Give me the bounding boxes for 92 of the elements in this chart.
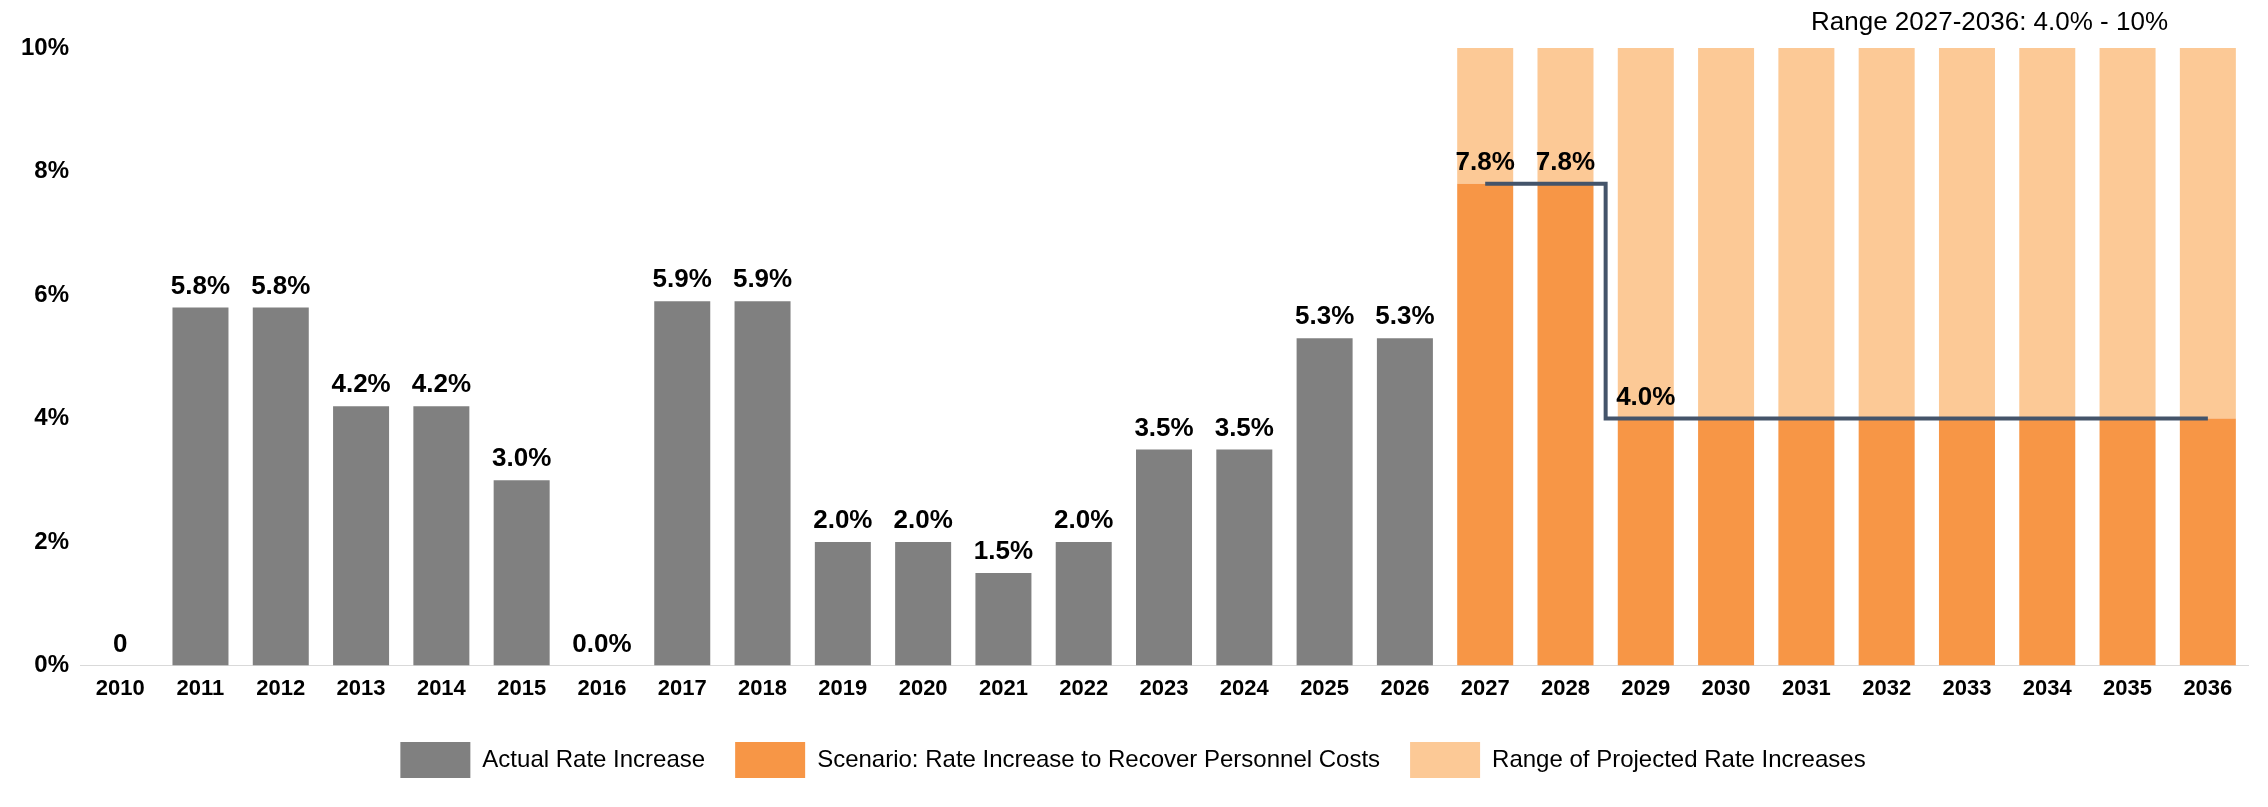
bar	[2179, 418, 2236, 666]
data-label: 5.9%	[732, 263, 793, 294]
bar	[333, 406, 390, 666]
x-tick-label: 2010	[95, 674, 145, 700]
x-tick-label: 2035	[2103, 674, 2153, 700]
x-tick-label: 2014	[416, 674, 467, 700]
x-tick-label: 2028	[1541, 674, 1590, 700]
x-tick-label: 2015	[497, 674, 547, 700]
x-tick-label: 2022	[1059, 674, 1109, 700]
bar	[413, 406, 470, 666]
bar	[1617, 418, 1674, 666]
x-tick-label: 2026	[1380, 674, 1430, 700]
x-tick-label: 2027	[1460, 674, 1510, 700]
bar	[1778, 48, 1835, 419]
legend-label: Scenario: Rate Increase to Recover Personnel Costs	[817, 744, 1381, 772]
bar	[2019, 418, 2076, 666]
x-tick-label: 2024	[1219, 674, 1270, 700]
x-tick-label: 2013	[336, 674, 386, 700]
data-label: 7.8%	[1455, 146, 1515, 177]
data-label: 7.8%	[1535, 146, 1596, 177]
bar	[1938, 418, 1995, 666]
y-tick-label: 4%	[34, 403, 70, 431]
bar	[1216, 449, 1273, 666]
bar	[493, 480, 550, 666]
data-label: 5.3%	[1375, 300, 1435, 331]
data-label: 5.8%	[170, 269, 231, 300]
bar	[2179, 48, 2236, 419]
x-tick-label: 2018	[738, 674, 788, 700]
data-label: 0.0%	[572, 627, 632, 658]
bar	[2099, 48, 2156, 419]
bar	[734, 301, 791, 666]
x-tick-label: 2030	[1701, 674, 1751, 700]
bar	[1858, 48, 1915, 419]
x-tick-label: 2017	[657, 674, 707, 700]
x-tick-label: 2033	[1942, 674, 1992, 700]
bar	[654, 301, 711, 666]
x-tick-label: 2029	[1621, 674, 1671, 700]
y-tick-label: 0%	[34, 650, 70, 678]
data-label: 3.5%	[1214, 411, 1274, 442]
bar	[172, 307, 229, 666]
data-label: 2.0%	[813, 504, 873, 535]
bar	[1055, 542, 1112, 666]
bar	[1537, 48, 1594, 184]
x-tick-label: 2034	[2022, 674, 2073, 700]
x-tick-label: 2012	[256, 674, 306, 700]
data-label: 3.5%	[1134, 411, 1194, 442]
bar	[1778, 418, 1835, 666]
x-tick-label: 2036	[2183, 674, 2233, 700]
bar	[1698, 418, 1755, 666]
y-tick-label: 10%	[20, 32, 70, 60]
bar	[1457, 48, 1514, 184]
data-label: 1.5%	[973, 535, 1034, 566]
y-tick-label: 6%	[34, 279, 70, 307]
data-label: 3.0%	[492, 442, 552, 473]
bar	[1296, 338, 1353, 666]
bar	[975, 572, 1032, 666]
data-label: 4.0%	[1616, 380, 1676, 411]
y-tick-label: 8%	[34, 156, 70, 184]
data-label: 2.0%	[1054, 504, 1114, 535]
data-label: 5.8%	[251, 269, 311, 300]
bar	[1938, 48, 1995, 419]
data-label: 5.9%	[652, 263, 712, 294]
bar	[1617, 48, 1674, 419]
data-label: 0	[112, 627, 128, 658]
bar	[1858, 418, 1915, 666]
x-tick-label: 2025	[1300, 674, 1350, 700]
bar	[1537, 183, 1594, 666]
bar	[1136, 449, 1193, 666]
data-label: 4.2%	[411, 368, 471, 399]
x-tick-label: 2011	[176, 674, 225, 700]
x-tick-label: 2016	[577, 674, 627, 700]
bar	[1376, 338, 1433, 666]
x-tick-label: 2023	[1139, 674, 1189, 700]
x-tick-label: 2032	[1862, 674, 1912, 700]
bar	[895, 542, 952, 666]
bar	[814, 542, 871, 666]
bar	[2099, 418, 2156, 666]
bar	[2019, 48, 2076, 419]
x-tick-label: 2019	[818, 674, 868, 700]
x-tick-label: 2020	[898, 674, 948, 700]
x-tick-label: 2021	[978, 674, 1028, 700]
bar	[1457, 183, 1514, 666]
text: Range 2027-2036: 4.0% - 10%	[1810, 6, 2168, 37]
data-label: 2.0%	[893, 504, 953, 535]
data-label: 4.2%	[331, 368, 391, 399]
bar	[1698, 48, 1755, 419]
x-tick-label: 2031	[1781, 674, 1831, 700]
y-tick-label: 2%	[34, 526, 70, 554]
legend-label: Range of Projected Rate Increases	[1492, 744, 1866, 772]
data-label: 5.3%	[1294, 300, 1355, 331]
bar	[252, 307, 309, 666]
legend-label: Actual Rate Increase	[482, 744, 706, 772]
